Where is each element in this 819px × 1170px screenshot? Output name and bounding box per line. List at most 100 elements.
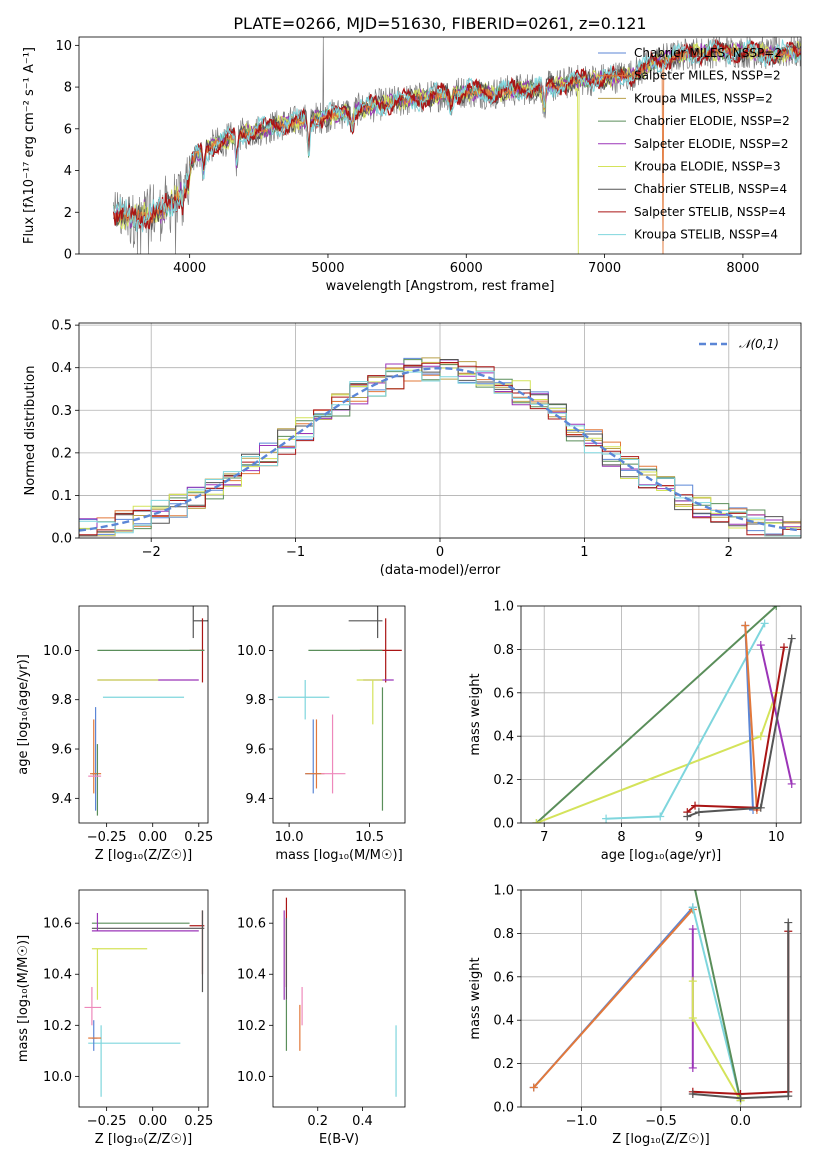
mass-weight-marker xyxy=(741,621,750,630)
y-tick-label: 0.4 xyxy=(493,730,514,745)
y-tick-label: 0.0 xyxy=(493,817,514,832)
x-axis-label: E(B-V) xyxy=(319,1132,359,1147)
plot-frame xyxy=(78,605,209,824)
y-tick-label: 0.0 xyxy=(51,532,72,547)
legend-label: Salpeter ELODIE, NSSP=2 xyxy=(634,137,789,151)
mass-weight-marker xyxy=(779,643,788,652)
x-tick-label: 7000 xyxy=(588,261,621,276)
x-tick-label: 4000 xyxy=(173,261,206,276)
mass-weight-line xyxy=(686,638,793,818)
mass-weight-marker xyxy=(529,1083,538,1092)
mass-weight-marker xyxy=(683,812,692,821)
y-tick-label: 10.6 xyxy=(43,917,72,932)
mass-weight-marker xyxy=(736,1094,745,1103)
residuals-panel: −2 −1 0 1 2 0.0 0.1 0.2 0.3 0.4 0.5 (data-model)/er… xyxy=(23,319,802,578)
y-tick-label: 0.2 xyxy=(51,446,72,461)
x-tick-label: 8 xyxy=(617,830,625,845)
legend-label: Kroupa ELODIE, NSSP=3 xyxy=(634,160,781,174)
x-axis-label: age [log₁₀(age/yr)] xyxy=(601,848,722,863)
plot-frame xyxy=(272,889,406,1108)
x-tick-label: −1 xyxy=(286,545,305,560)
y-axis-label: Flux [fλ10⁻¹⁷ erg cm⁻² s⁻¹ A⁻¹] xyxy=(22,47,37,244)
legend-label: Chabrier STELIB, NSSP=4 xyxy=(634,182,787,196)
y-tick-label: 6 xyxy=(64,122,72,137)
errorbar-point xyxy=(321,714,346,794)
legend-label: Salpeter MILES, NSSP=2 xyxy=(634,69,781,83)
y-tick-label: 9.6 xyxy=(245,743,266,758)
errorbar-point xyxy=(90,719,102,794)
plot-frame xyxy=(78,36,802,255)
mass-weight-line xyxy=(536,692,778,823)
age_vs_Z-points xyxy=(88,606,208,816)
mass-weight-marker xyxy=(688,1089,697,1098)
legend-label: Chabrier ELODIE, NSSP=2 xyxy=(634,114,790,128)
y-axis-label: mass weight xyxy=(468,957,483,1039)
errorbar-point xyxy=(88,1025,181,1097)
age_vs_Z-panel: −0.25 0.00 0.25 9.4 9.6 9.8 10.0 Z [log₁₀(Z/Z☉)… xyxy=(16,605,213,863)
massweight_vs_Z-series xyxy=(529,890,793,1105)
mass-weight-line xyxy=(606,622,766,820)
mass-weight-marker xyxy=(688,1014,697,1023)
y-tick-label: 10.0 xyxy=(43,644,72,659)
y-tick-label: 10.0 xyxy=(43,1070,72,1085)
mass-weight-line xyxy=(532,908,694,1089)
y-axis-label: mass weight xyxy=(468,673,483,755)
x-axis-label: mass [log₁₀(M/M☉)] xyxy=(275,848,402,863)
mass_vs_Z-points xyxy=(84,910,205,1097)
errorbar-point xyxy=(84,987,102,1026)
errorbar-point xyxy=(348,606,383,639)
y-tick-label: 0.8 xyxy=(493,643,514,658)
legend-label: Kroupa STELIB, NSSP=4 xyxy=(634,228,778,242)
y-tick-label: 0.6 xyxy=(493,686,514,701)
x-tick-label: −2 xyxy=(142,545,161,560)
mass-weight-line xyxy=(535,606,777,823)
mass_vs_ebv-points xyxy=(283,897,397,1097)
x-tick-label: 0.00 xyxy=(138,830,167,845)
spectrum-series-group xyxy=(112,37,801,254)
mass-weight-marker xyxy=(756,641,765,650)
x-axis-label: (data-model)/error xyxy=(380,563,501,578)
mass-weight-marker xyxy=(787,634,796,643)
mass-weight-line xyxy=(744,625,758,811)
y-tick-label: 0.4 xyxy=(493,1014,514,1029)
x-tick-label: −0.25 xyxy=(87,830,127,845)
mass-weight-marker xyxy=(532,819,541,823)
x-tick-label: 0.4 xyxy=(352,1114,373,1129)
x-tick-label: 2 xyxy=(725,545,733,560)
y-tick-label: 0.4 xyxy=(51,361,72,376)
mass-weight-line xyxy=(694,890,742,1101)
age_vs_mass-points xyxy=(277,606,402,811)
x-tick-label: 10 xyxy=(768,830,785,845)
y-tick-label: 4 xyxy=(64,164,72,179)
mass_vs_ebv-panel: 0.2 0.4 10.0 10.2 10.4 10.6 E(B-V) xyxy=(237,889,406,1147)
normal-distribution-curve xyxy=(79,366,801,532)
y-tick-label: 9.8 xyxy=(51,693,72,708)
x-axis-label: Z [log₁₀(Z/Z☉)] xyxy=(95,1132,192,1147)
mass-weight-marker xyxy=(602,814,611,823)
y-tick-label: 0.6 xyxy=(493,970,514,985)
mass-weight-marker xyxy=(656,812,665,821)
residuals-legend: 𝒩(0,1) xyxy=(699,337,779,351)
figure-title: PLATE=0266, MJD=51630, FIBERID=0261, z=0… xyxy=(233,14,646,33)
y-tick-label: 1.0 xyxy=(493,884,514,899)
y-tick-label: 10.4 xyxy=(237,968,266,983)
x-tick-label: 0.25 xyxy=(184,1114,213,1129)
x-tick-label: −1.0 xyxy=(566,1114,598,1129)
y-tick-label: 8 xyxy=(64,81,72,96)
x-axis-label: wavelength [Angstrom, rest frame] xyxy=(326,279,555,294)
y-tick-label: 0.2 xyxy=(493,1057,514,1072)
y-tick-label: 0.3 xyxy=(51,404,72,419)
mass_vs_Z-panel: −0.25 0.00 0.25 10.0 10.2 10.4 10.6 Z [log₁₀(Z/… xyxy=(16,889,213,1147)
mass-weight-line xyxy=(686,647,785,813)
legend-label: Kroupa MILES, NSSP=2 xyxy=(634,91,773,105)
x-tick-label: −0.25 xyxy=(87,1114,127,1129)
y-tick-label: 0.5 xyxy=(51,319,72,334)
mass-weight-marker xyxy=(784,1092,793,1101)
plot-frame xyxy=(520,889,802,1108)
y-tick-label: 10.6 xyxy=(237,917,266,932)
x-tick-label: −0.5 xyxy=(645,1114,677,1129)
errorbar-point xyxy=(91,948,148,1000)
mass-weight-marker xyxy=(691,801,700,810)
residual-histogram-step xyxy=(79,370,801,537)
